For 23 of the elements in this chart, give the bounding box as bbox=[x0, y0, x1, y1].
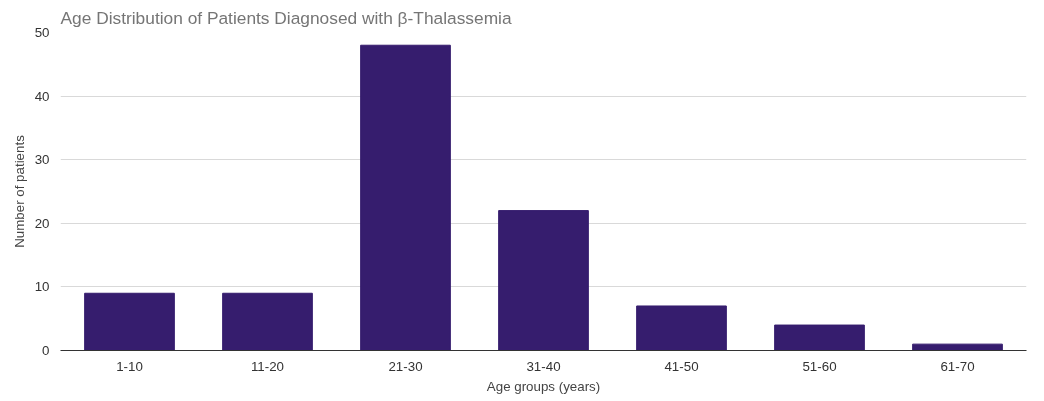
x-tick-label: 61-70 bbox=[940, 358, 975, 374]
bar bbox=[84, 292, 175, 351]
bar bbox=[636, 305, 727, 351]
x-tick-label: 41-50 bbox=[664, 358, 699, 374]
bar bbox=[360, 44, 451, 351]
bar bbox=[774, 324, 865, 351]
x-tick-label: 11-20 bbox=[250, 358, 285, 374]
y-tick-label: 20 bbox=[34, 215, 50, 231]
chart-title: Age Distribution of Patients Diagnosed with β-Thalassemia bbox=[60, 7, 512, 28]
y-tick-label: 0 bbox=[42, 343, 50, 358]
bar bbox=[498, 210, 589, 351]
y-tick-label: 30 bbox=[34, 152, 50, 168]
x-tick-label: 21-30 bbox=[388, 358, 423, 374]
bar bbox=[912, 343, 1003, 351]
x-axis-title: Age groups (years) bbox=[486, 378, 601, 394]
x-tick-label: 1-10 bbox=[116, 358, 143, 374]
y-axis-title: Number of patients bbox=[11, 134, 27, 248]
x-tick-label: 51-60 bbox=[802, 358, 837, 374]
y-tick-label: 10 bbox=[34, 279, 50, 295]
y-tick-label: 40 bbox=[34, 88, 50, 104]
bar bbox=[222, 292, 313, 351]
x-tick-label: 31-40 bbox=[526, 358, 561, 374]
y-tick-label: 50 bbox=[34, 25, 50, 40]
